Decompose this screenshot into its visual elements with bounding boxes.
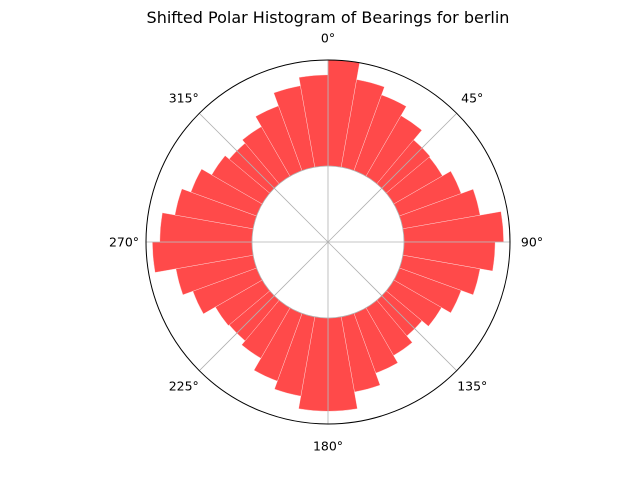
tick-label-0: 0° xyxy=(321,31,335,46)
tick-label-180: 180° xyxy=(313,439,343,454)
grid-layer xyxy=(146,60,510,424)
radial-gridline-135 xyxy=(327,241,457,371)
tick-label-45: 45° xyxy=(461,90,483,105)
radial-gridline-45 xyxy=(327,113,457,243)
radial-gridline-225 xyxy=(199,241,329,371)
inner-gridline-circle xyxy=(251,165,405,319)
radial-gridline-315 xyxy=(199,113,329,243)
chart-title: Shifted Polar Histogram of Bearings for … xyxy=(147,8,510,27)
angular-tick-labels: 0° 45° 90° 135° 180° 225° 270° 315° xyxy=(109,31,543,454)
tick-label-315: 315° xyxy=(169,90,199,105)
polar-outer-spine xyxy=(145,59,511,425)
tick-label-225: 225° xyxy=(169,379,199,394)
tick-label-135: 135° xyxy=(457,379,487,394)
tick-label-90: 90° xyxy=(521,235,543,250)
tick-label-270: 270° xyxy=(109,235,139,250)
